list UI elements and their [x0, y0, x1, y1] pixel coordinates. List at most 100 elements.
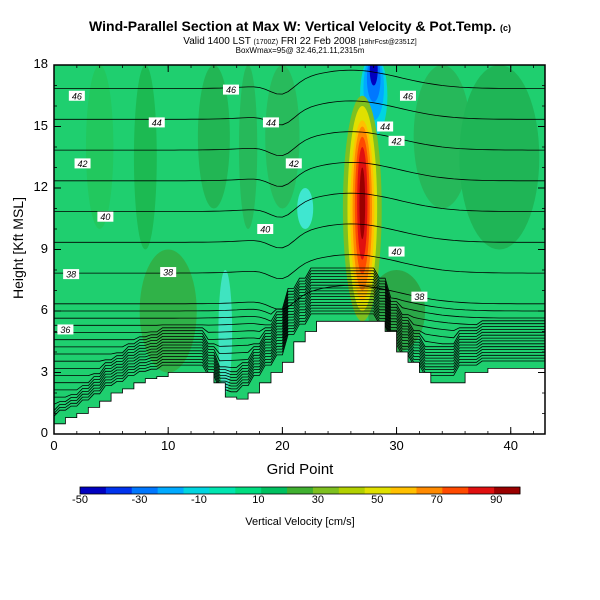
theta-contour — [54, 69, 545, 95]
colorbar-swatch — [338, 487, 366, 494]
colorbar-tick-label: -10 — [190, 494, 207, 506]
colorbar-swatch — [80, 487, 107, 494]
colorbar-swatch — [287, 487, 314, 494]
theta-contour — [54, 279, 545, 341]
theta-contour — [54, 307, 545, 411]
theta-contour — [54, 290, 545, 369]
contour-label: 40 — [388, 246, 405, 257]
theta-contour — [54, 293, 545, 376]
colorbar-swatch — [157, 487, 185, 494]
field-cell — [413, 65, 471, 209]
contour-label-text: 46 — [403, 91, 413, 101]
theta-contour — [54, 254, 545, 280]
contour-label-text: 40 — [392, 247, 402, 257]
theta-contour — [54, 304, 545, 405]
theta-contour — [54, 296, 545, 384]
x-tick-label: 30 — [389, 438, 404, 453]
colorbar-tick-label: -50 — [72, 494, 88, 506]
colorbar-swatch — [364, 487, 392, 494]
colorbar-tick-label: 30 — [311, 494, 324, 506]
contour-label: 46 — [68, 90, 85, 101]
contour-label: 40 — [257, 224, 274, 235]
theta-contour — [54, 284, 545, 355]
field-cell — [218, 270, 233, 393]
field-cell — [238, 65, 258, 229]
colorbar-swatch — [209, 487, 236, 494]
contour-label-text: 38 — [163, 268, 173, 278]
x-tick-label: 40 — [503, 438, 518, 453]
y-tick-label: 15 — [33, 117, 48, 133]
colorbar-swatch — [494, 487, 521, 494]
contour-label: 42 — [285, 158, 302, 169]
theta-contour — [54, 267, 545, 315]
colorbar-swatch — [468, 487, 495, 494]
x-tick-label: 20 — [275, 438, 290, 453]
contour-label-text: 42 — [78, 159, 88, 169]
contour-label: 38 — [411, 291, 428, 302]
contour-label-text: 40 — [100, 212, 110, 222]
contour-label-text: 42 — [392, 136, 402, 146]
colorbar-swatch — [183, 487, 210, 494]
chart-subtitle-2: BoxWmax=95@ 32.46,21.11,2315m — [235, 46, 365, 55]
theta-contour — [54, 273, 545, 326]
colorbar-tick-label: 50 — [371, 494, 384, 506]
updraft-contour — [359, 167, 366, 240]
contour-label: 42 — [74, 158, 91, 169]
contour-label-text: 44 — [266, 118, 276, 128]
contour-label: 36 — [57, 324, 74, 335]
colorbar-frame — [79, 486, 521, 495]
contour-label: 46 — [399, 90, 416, 101]
downdraft-contour — [369, 65, 378, 86]
y-tick-label: 9 — [40, 240, 48, 256]
x-tick-label: 10 — [160, 438, 176, 453]
title-mark: (c) — [499, 23, 511, 33]
colorbar-swatch — [235, 487, 262, 494]
contour-label: 44 — [148, 117, 165, 128]
theta-contour — [54, 161, 545, 187]
theta-contour — [54, 313, 545, 417]
contour-label-text: 42 — [289, 159, 299, 169]
colorbar-tick-label: -30 — [131, 494, 148, 506]
theta-contour — [54, 223, 545, 249]
field-cell — [265, 65, 300, 209]
x-tick-label: 0 — [50, 438, 58, 453]
colorbar-swatch — [390, 487, 417, 494]
terrain — [54, 320, 545, 434]
theta-contour — [54, 284, 545, 310]
contour-label-text: 38 — [66, 270, 76, 280]
contour-label: 38 — [63, 269, 80, 280]
chart-subtitle: Valid 1400 LST (1700Z) FRI 22 Feb 2008 [… — [183, 36, 417, 47]
field-cell — [297, 188, 314, 229]
theta-contour — [54, 100, 545, 126]
y-tick-label: 6 — [40, 302, 48, 317]
colorbar-tick-label: 10 — [252, 494, 265, 506]
contour-label-text: 46 — [72, 91, 82, 101]
contour-label-text: 38 — [414, 292, 424, 302]
y-tick-label: 18 — [33, 56, 48, 71]
field-cell — [197, 65, 230, 209]
contour-label-text: 40 — [260, 225, 270, 235]
colorbar-swatch — [105, 487, 133, 494]
colorbar-swatch — [442, 487, 469, 494]
x-axis-label: Grid Point — [266, 461, 334, 478]
colorbar-tick-label: 90 — [490, 494, 503, 506]
theta-contour — [54, 276, 545, 333]
colorbar-swatch — [312, 487, 340, 494]
theta-contour — [54, 310, 545, 414]
theta-contour — [54, 131, 545, 157]
contour-label-text: 44 — [380, 122, 390, 132]
theta-contour — [54, 192, 545, 218]
theta-contour — [54, 281, 545, 348]
colorbar-swatch — [131, 487, 159, 494]
theta-contour — [54, 302, 545, 398]
contour-label: 46 — [222, 84, 239, 95]
contour-label: 38 — [160, 267, 177, 278]
chart-title: Wind-Parallel Section at Max W: Vertical… — [89, 18, 511, 34]
y-tick-label: 0 — [40, 425, 48, 440]
colorbar-label: Vertical Velocity [cm/s] — [245, 516, 355, 528]
colorbar-swatch — [416, 487, 443, 494]
field-cell — [459, 65, 540, 250]
contour-label-text: 46 — [226, 85, 236, 95]
field-cell — [133, 65, 157, 250]
